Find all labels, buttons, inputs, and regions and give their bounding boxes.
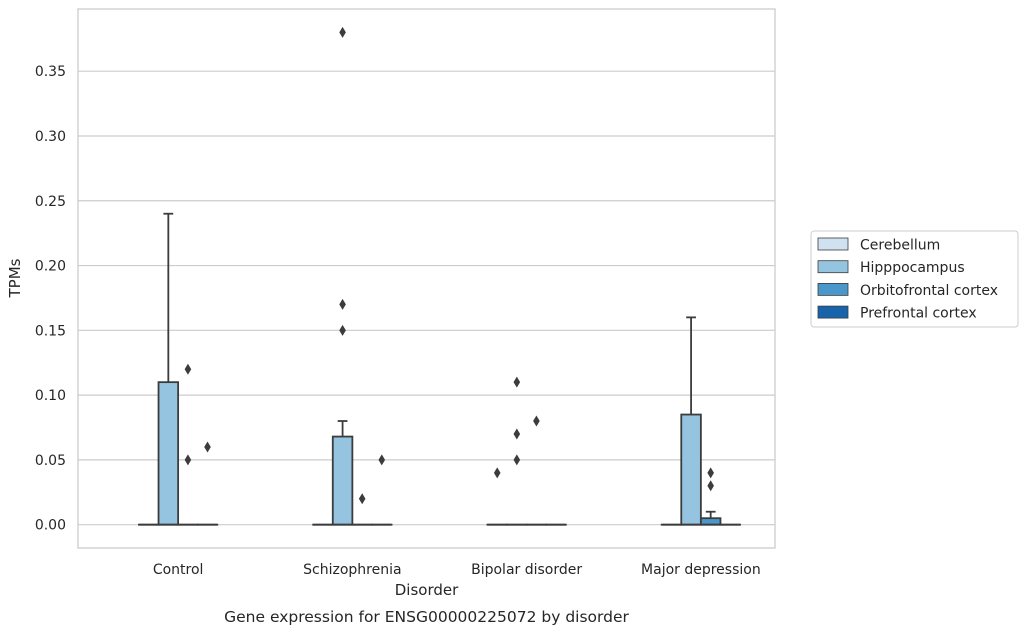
x-axis-label: Disorder bbox=[395, 581, 459, 599]
y-tick-label: 0.00 bbox=[35, 518, 66, 534]
outlier-point bbox=[184, 363, 192, 375]
outlier-point bbox=[707, 467, 714, 479]
outlier-point bbox=[339, 26, 346, 38]
gridlines bbox=[78, 70, 775, 526]
outlier-point bbox=[707, 480, 714, 492]
x-tick-label: Control bbox=[153, 562, 204, 578]
outlier-point bbox=[493, 467, 501, 479]
outlier-point bbox=[358, 493, 366, 505]
outlier-point bbox=[513, 428, 521, 440]
outlier-point bbox=[339, 324, 346, 336]
legend: Cerebellum Hipppocampus Orbitofrontal cort… bbox=[810, 230, 1019, 328]
box bbox=[699, 517, 722, 526]
outlier-point bbox=[204, 441, 211, 453]
plot-frame bbox=[77, 8, 776, 549]
outlier-point bbox=[378, 454, 386, 466]
y-tick-label: 0.10 bbox=[35, 388, 66, 404]
chart-caption: Gene expression for ENSG00000225072 by d… bbox=[224, 608, 629, 626]
box bbox=[157, 381, 180, 526]
y-tick-label: 0.05 bbox=[35, 453, 66, 469]
box bbox=[331, 435, 354, 526]
outlier-point bbox=[513, 376, 521, 388]
legend-label: Cerebellum bbox=[860, 238, 940, 254]
x-axis-ticks: Control Schizophrenia Bipolar disorder Majo… bbox=[153, 562, 761, 578]
y-axis-ticks: 0.00 0.05 0.10 0.15 0.20 0.25 0.30 0.35 bbox=[35, 64, 66, 533]
legend-label: Prefrontal cortex bbox=[860, 306, 977, 322]
outlier-point bbox=[513, 454, 521, 466]
outlier-point bbox=[339, 298, 346, 310]
legend-label: Hipppocampus bbox=[860, 260, 965, 276]
x-tick-label: Bipolar disorder bbox=[471, 562, 582, 578]
y-tick-label: 0.15 bbox=[35, 323, 66, 339]
box bbox=[680, 413, 702, 526]
legend-swatch bbox=[817, 260, 849, 274]
y-tick-label: 0.20 bbox=[35, 259, 66, 275]
legend-swatch bbox=[817, 305, 849, 319]
legend-label: Orbitofrontal cortex bbox=[860, 283, 998, 299]
outlier-point bbox=[533, 415, 540, 427]
x-tick-label: Major depression bbox=[641, 562, 761, 578]
outlier-point bbox=[184, 454, 192, 466]
legend-swatch bbox=[817, 282, 849, 296]
legend-swatch bbox=[817, 237, 849, 251]
y-tick-label: 0.30 bbox=[35, 129, 66, 145]
y-axis-label: TPMs bbox=[6, 258, 24, 298]
x-tick-label: Schizophrenia bbox=[303, 562, 401, 578]
box-marks bbox=[138, 26, 741, 526]
y-tick-label: 0.35 bbox=[35, 64, 66, 80]
legend-frame bbox=[810, 230, 1019, 328]
y-tick-label: 0.25 bbox=[35, 194, 66, 210]
